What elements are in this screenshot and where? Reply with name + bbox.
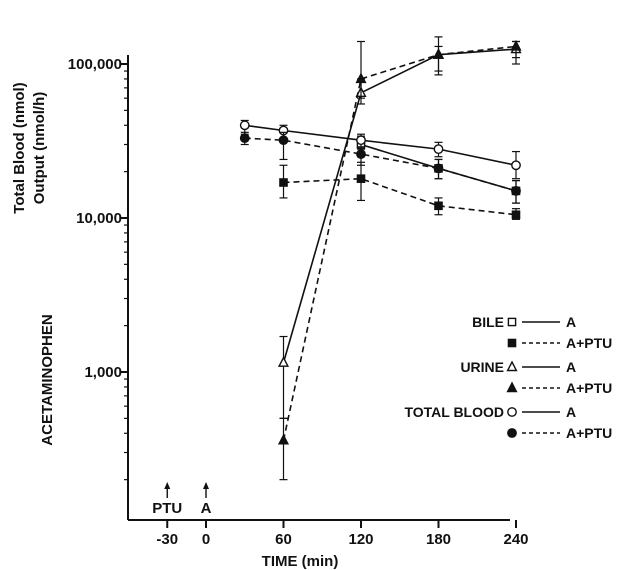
series-line xyxy=(282,48,517,363)
data-point xyxy=(433,163,444,174)
legend-marker xyxy=(507,317,517,327)
legend-marker xyxy=(507,338,517,348)
data-point xyxy=(278,135,289,146)
x-axis-title: TIME (min) xyxy=(262,553,339,570)
legend-marker xyxy=(506,360,518,372)
dose-arrow-head xyxy=(164,482,171,489)
series-line xyxy=(283,177,517,216)
data-point xyxy=(511,210,521,220)
dose-label: A xyxy=(201,500,212,517)
legend-group-label: URINE xyxy=(460,359,504,375)
x-tick-label: 240 xyxy=(503,531,528,548)
legend-marker xyxy=(507,428,517,438)
legend-marker xyxy=(507,407,517,417)
data-point xyxy=(277,433,290,445)
data-point xyxy=(356,135,366,146)
data-point xyxy=(356,149,366,159)
data-point xyxy=(511,185,521,196)
dose-annotation: A xyxy=(201,482,212,517)
legend-entry-label: A+PTU xyxy=(566,425,612,441)
data-point xyxy=(356,174,366,183)
legend-group-label: BILE xyxy=(472,314,504,330)
series-urine-a-ptu xyxy=(277,39,522,481)
legend-marker xyxy=(506,381,518,393)
x-tick-label: 60 xyxy=(275,531,292,548)
data-point xyxy=(279,178,288,187)
y-axis-title-sub1: Total Blood (nmol) xyxy=(11,82,28,213)
legend-entry-label: A xyxy=(566,359,576,375)
data-point xyxy=(511,160,521,171)
data-point xyxy=(277,356,290,367)
legend-entry-label: A+PTU xyxy=(566,380,612,396)
legend-entry-label: A+PTU xyxy=(566,335,612,351)
legend-entry-label: A xyxy=(566,314,576,330)
y-axis-title-main: ACETAMINOPHEN xyxy=(39,314,56,445)
y-tick-label: 10,000 xyxy=(76,210,122,227)
legend-entry-label: A xyxy=(566,404,576,420)
data-point xyxy=(432,48,445,59)
data-point xyxy=(433,144,444,155)
legend-group-label: TOTAL BLOOD xyxy=(404,404,504,420)
x-tick-label: -30 xyxy=(156,531,178,548)
series-total-blood-a xyxy=(239,119,521,180)
x-tick-label: 0 xyxy=(202,531,210,548)
series-line xyxy=(282,45,517,441)
series-bile-a-ptu xyxy=(279,161,521,220)
series-line xyxy=(244,137,517,192)
data-point xyxy=(239,133,250,144)
data-point xyxy=(434,201,443,211)
y-tick-label: 100,000 xyxy=(68,56,122,73)
x-tick-label: 120 xyxy=(348,531,373,548)
data-point xyxy=(239,120,250,131)
legend: BILE A A+PTU URINE A A+PTU TOTAL BLOOD A A+PTU xyxy=(404,314,612,441)
series-total-blood-a-ptu xyxy=(239,131,521,204)
data-point xyxy=(355,72,367,84)
y-tick-label: 1,000 xyxy=(84,364,122,381)
y-axis-title-sub2: Output (nmol/h) xyxy=(31,92,48,204)
dose-arrow-head xyxy=(203,482,209,489)
x-tick-label: 180 xyxy=(426,531,451,548)
dose-label: PTU xyxy=(152,500,182,517)
dose-annotation: PTU xyxy=(152,482,182,517)
data-point xyxy=(510,39,522,51)
